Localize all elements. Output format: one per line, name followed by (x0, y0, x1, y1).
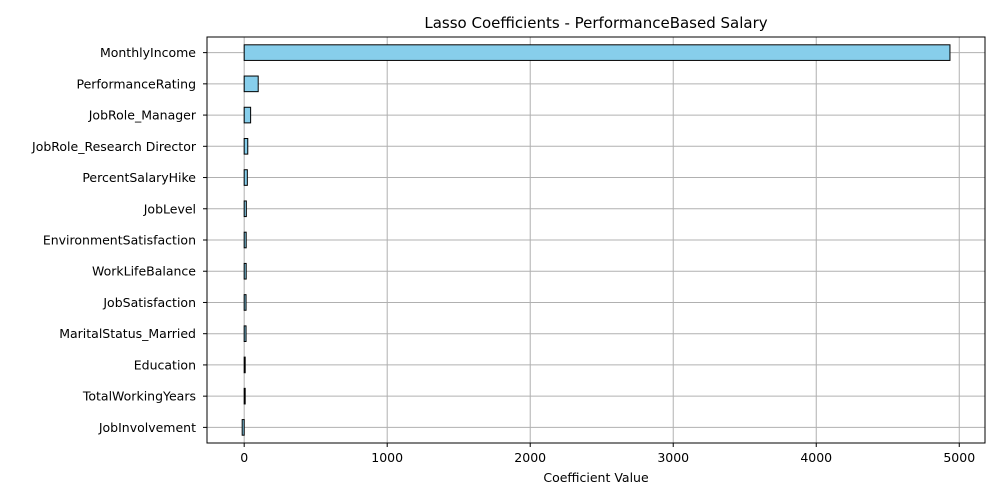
bar-maritalstatus-married (243, 325, 247, 342)
bar-education (243, 356, 246, 374)
x-tick-label: 4000 (800, 450, 832, 465)
y-tick-label: JobSatisfaction (102, 295, 196, 310)
y-tick-label: JobRole_Research Director (31, 139, 197, 154)
y-tick-label: JobInvolvement (98, 420, 196, 435)
y-tick-label: PerformanceRating (76, 76, 196, 91)
y-tick-label: JobLevel (143, 201, 196, 216)
x-tick-label: 3000 (657, 450, 689, 465)
x-tick-label: 5000 (943, 450, 975, 465)
y-tick-label: TotalWorkingYears (82, 389, 196, 404)
x-tick-label: 2000 (514, 450, 546, 465)
bar-totalworkingyears (243, 387, 246, 405)
x-tick-label: 1000 (371, 450, 403, 465)
x-axis-ticks: 0 1000 2000 3000 4000 5000 (240, 443, 975, 465)
y-tick-label: EnvironmentSatisfaction (43, 233, 196, 248)
y-tick-label: MonthlyIncome (100, 45, 196, 60)
chart-title: Lasso Coefficients - PerformanceBased Sa… (424, 14, 767, 32)
y-axis-ticks: MonthlyIncome PerformanceRating JobRole_Ma… (31, 45, 207, 435)
bar-joblevel (243, 200, 247, 218)
bar-performancerating (243, 75, 259, 93)
y-tick-label: PercentSalaryHike (82, 170, 196, 185)
y-tick-label: MaritalStatus_Married (59, 326, 196, 341)
bar-percentsalaryhike (243, 169, 248, 186)
bar-environmentsatisfaction (243, 231, 247, 249)
bar-worklifebalance (243, 262, 247, 280)
grid-lines (207, 37, 985, 443)
bar-jobrole-research-director (243, 138, 249, 155)
y-tick-label: WorkLifeBalance (92, 264, 196, 279)
y-tick-label: Education (134, 357, 196, 372)
bar-jobsatisfaction (243, 294, 247, 311)
bar-jobinvolvement (241, 419, 245, 436)
bar-monthlyincome (243, 44, 951, 61)
x-axis-label: Coefficient Value (543, 470, 649, 485)
y-tick-label: JobRole_Manager (88, 108, 197, 123)
bar-jobrole-manager (243, 106, 252, 124)
bars-group (241, 44, 951, 436)
x-tick-label: 0 (240, 450, 248, 465)
